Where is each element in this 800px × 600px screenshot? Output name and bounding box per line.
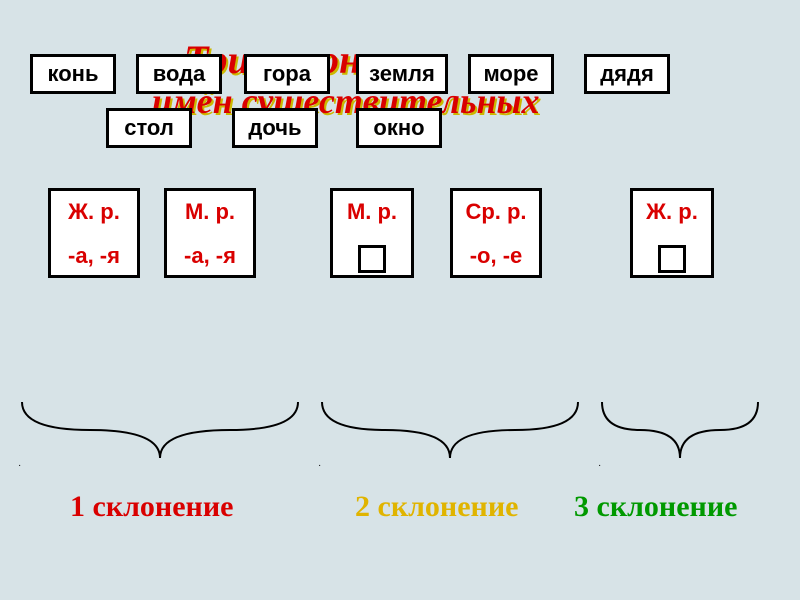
curly-bracket-icon bbox=[20, 400, 300, 460]
word-box: окно bbox=[356, 108, 442, 148]
gender-box: Ср. р. -о, -е bbox=[450, 188, 542, 278]
gender-box: М. р. bbox=[330, 188, 414, 278]
word-box: конь bbox=[30, 54, 116, 94]
gender-label: Ж. р. bbox=[55, 199, 133, 225]
curly-bracket-icon bbox=[320, 400, 580, 460]
dot: · bbox=[598, 460, 601, 471]
dot: · bbox=[318, 460, 321, 471]
dot: · bbox=[18, 460, 21, 471]
gender-label: М. р. bbox=[171, 199, 249, 225]
gender-box: М. р. -а, -я bbox=[164, 188, 256, 278]
word-box: дядя bbox=[584, 54, 670, 94]
word-box: море bbox=[468, 54, 554, 94]
gender-label: Ж. р. bbox=[637, 199, 707, 225]
gender-label: Ср. р. bbox=[457, 199, 535, 225]
gender-ending: -о, -е bbox=[457, 243, 535, 269]
gender-box: Ж. р. bbox=[630, 188, 714, 278]
declension-label: 1 склонение bbox=[70, 490, 233, 524]
gender-ending: -а, -я bbox=[171, 243, 249, 269]
curly-bracket-icon bbox=[600, 400, 760, 460]
zero-ending-icon bbox=[358, 245, 386, 273]
zero-ending-icon bbox=[658, 245, 686, 273]
word-box: стол bbox=[106, 108, 192, 148]
word-box: дочь bbox=[232, 108, 318, 148]
gender-box: Ж. р. -а, -я bbox=[48, 188, 140, 278]
word-box: вода bbox=[136, 54, 222, 94]
declension-label: 3 склонение bbox=[574, 490, 737, 524]
gender-label: М. р. bbox=[337, 199, 407, 225]
gender-ending: -а, -я bbox=[55, 243, 133, 269]
word-box: земля bbox=[356, 54, 448, 94]
word-box: гора bbox=[244, 54, 330, 94]
declension-label: 2 склонение bbox=[355, 490, 518, 524]
